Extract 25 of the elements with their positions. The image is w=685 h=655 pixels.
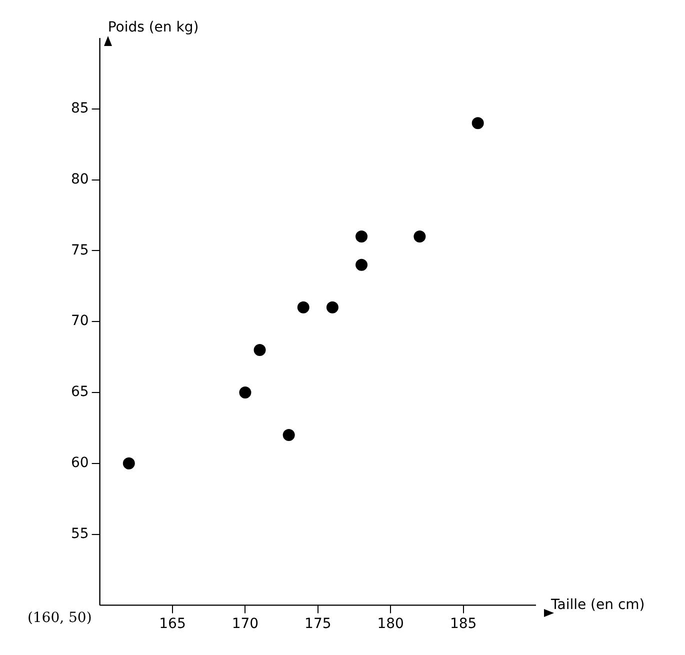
point	[254, 344, 266, 356]
y-tick-label: 85	[70, 100, 89, 117]
point	[472, 117, 484, 130]
y-tick-label: 55	[70, 526, 89, 542]
y-tick-label: 75	[70, 242, 89, 258]
x-tick-label: 180	[377, 616, 404, 632]
x-axis-title: Taille (en cm)	[550, 596, 645, 613]
y-tick-label: 65	[70, 384, 89, 400]
point	[122, 457, 135, 470]
x-tick-label: 165	[159, 616, 186, 632]
y-axis-title: Poids (en kg)	[108, 20, 199, 36]
x-tick-label: 170	[232, 616, 259, 632]
point	[282, 429, 295, 442]
point	[356, 258, 368, 271]
point	[239, 386, 252, 398]
y-tick-label: 80	[70, 171, 89, 188]
point	[414, 230, 426, 243]
y-tick-label: 60	[70, 455, 89, 472]
point	[356, 230, 368, 243]
x-tick-label: 175	[304, 616, 332, 632]
text: (160, 50)	[27, 610, 92, 626]
y-tick-label: 70	[70, 313, 89, 330]
point	[326, 301, 338, 314]
x-tick-label: 185	[450, 616, 477, 632]
point	[297, 301, 310, 314]
